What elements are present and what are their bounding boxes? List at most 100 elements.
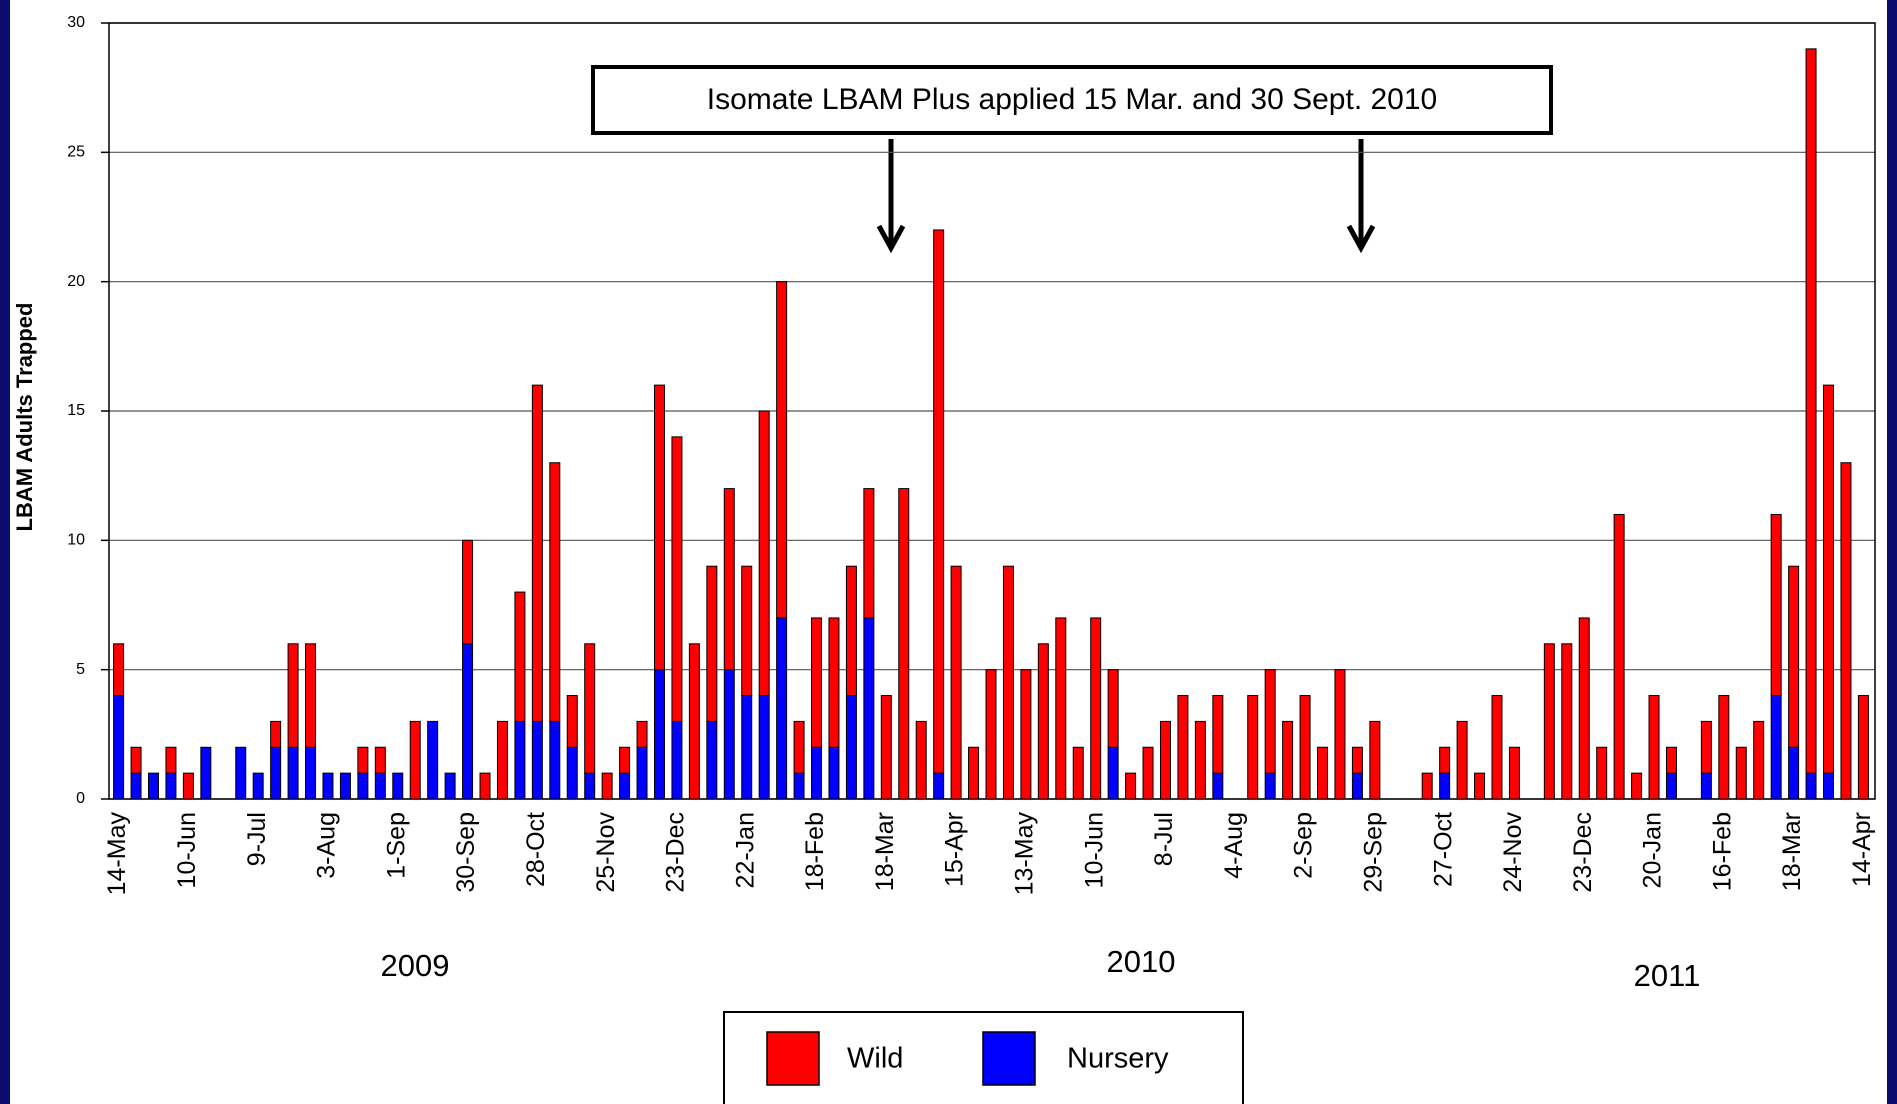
bar-segment (653, 384, 665, 671)
bar-segment (863, 617, 875, 800)
year-label: 2011 (1634, 958, 1701, 993)
bar-segment (1351, 772, 1363, 800)
bar-segment (828, 746, 840, 800)
bar-segment (1439, 772, 1451, 800)
bar-segment (357, 746, 369, 774)
bar-segment (619, 772, 631, 800)
bar-segment (1107, 746, 1119, 800)
bar-segment (514, 591, 526, 722)
x-tick-label: 3-Aug (313, 812, 341, 879)
bar-segment (1700, 720, 1712, 774)
bar-segment (1212, 772, 1224, 800)
x-tick-label: 30-Sep (452, 812, 480, 893)
bar-segment (147, 772, 159, 800)
bar-segment (863, 488, 875, 619)
bar-segment (1543, 643, 1555, 800)
bar-segment (723, 488, 735, 671)
bar-segment (776, 617, 788, 800)
bar-segment (1578, 617, 1590, 800)
x-tick-label: 28-Oct (522, 812, 550, 887)
x-tick-label: 23-Dec (1569, 812, 1597, 893)
bar-segment (1125, 772, 1137, 800)
bar-segment (828, 617, 840, 748)
bar-segment (1072, 746, 1084, 800)
bar-segment (601, 772, 613, 800)
x-tick-label: 18-Mar (871, 812, 899, 891)
bar-segment (392, 772, 404, 800)
legend-swatch (982, 1031, 1036, 1086)
bar-segment (1194, 720, 1206, 800)
bar-segment (915, 720, 927, 800)
bar-segment (933, 772, 945, 800)
bar-segment (1665, 772, 1677, 800)
bar-segment (549, 720, 561, 800)
bar-segment (1369, 720, 1381, 800)
bar-segment (409, 720, 421, 800)
bar-segment (1142, 746, 1154, 800)
bar-segment (1491, 695, 1503, 800)
bar-segment (287, 643, 299, 748)
bar-segment (1456, 720, 1468, 800)
bar-segment (811, 746, 823, 800)
bar-segment (130, 772, 142, 800)
bar-segment (549, 462, 561, 722)
y-tick-label: 20 (67, 273, 85, 290)
year-label: 2009 (381, 948, 450, 983)
bar-segment (985, 669, 997, 800)
legend-label: Wild (847, 1043, 903, 1075)
bar-segment (776, 281, 788, 619)
bar-segment (462, 539, 474, 645)
x-tick-label: 14-May (103, 812, 131, 896)
chart-background (10, 0, 1887, 1104)
x-tick-label: 23-Dec (662, 812, 690, 893)
legend-label: Nursery (1067, 1043, 1169, 1075)
bar-segment (741, 695, 753, 800)
x-tick-label: 1-Sep (382, 812, 410, 879)
legend-swatch (766, 1031, 820, 1086)
x-tick-label: 13-May (1011, 812, 1039, 896)
bar-segment (1317, 746, 1329, 800)
bar-segment (1805, 48, 1817, 774)
annotation: Isomate LBAM Plus applied 15 Mar. and 30… (707, 83, 1437, 116)
bar-segment (1770, 513, 1782, 697)
bar-segment (1177, 695, 1189, 800)
bar-segment (1037, 643, 1049, 800)
bar-segment (845, 695, 857, 800)
bar-segment (880, 695, 892, 800)
arrows (876, 139, 1376, 254)
bar-segment (968, 746, 980, 800)
x-tick-label: 29-Sep (1359, 812, 1387, 893)
x-tick-label: 25-Nov (592, 812, 620, 893)
bar-segment (723, 669, 735, 800)
bar-segment (636, 746, 648, 800)
bar-segment (1823, 772, 1835, 800)
bar-segment (1631, 772, 1643, 800)
y-tick-label: 30 (67, 14, 85, 31)
bar-segment (1020, 669, 1032, 800)
bar-segment (950, 565, 962, 800)
bar-segment (653, 669, 665, 800)
bar-segment (1805, 772, 1817, 800)
bar-segment (1788, 565, 1800, 748)
y-tick-label: 0 (76, 790, 85, 807)
bar-segment (1264, 669, 1276, 774)
bar-segment (252, 772, 264, 800)
bar-segment (566, 695, 578, 748)
bar-segment (1596, 746, 1608, 800)
bar-segment (496, 720, 508, 800)
bar-segment (811, 617, 823, 748)
bar-segment (1090, 617, 1102, 800)
bar-segment (1212, 695, 1224, 774)
bar-segment (1648, 695, 1660, 800)
x-tick-label: 22-Jan (731, 812, 759, 888)
x-tick-label: 10-Jun (1080, 812, 1108, 888)
bar-segment (165, 746, 177, 774)
bar-segment (1264, 772, 1276, 800)
x-tick-label: 4-Aug (1220, 812, 1248, 879)
bar-segment (706, 565, 718, 722)
year-label: 2010 (1107, 944, 1176, 979)
bar-segment (671, 720, 683, 800)
bar-segment (1159, 720, 1171, 800)
